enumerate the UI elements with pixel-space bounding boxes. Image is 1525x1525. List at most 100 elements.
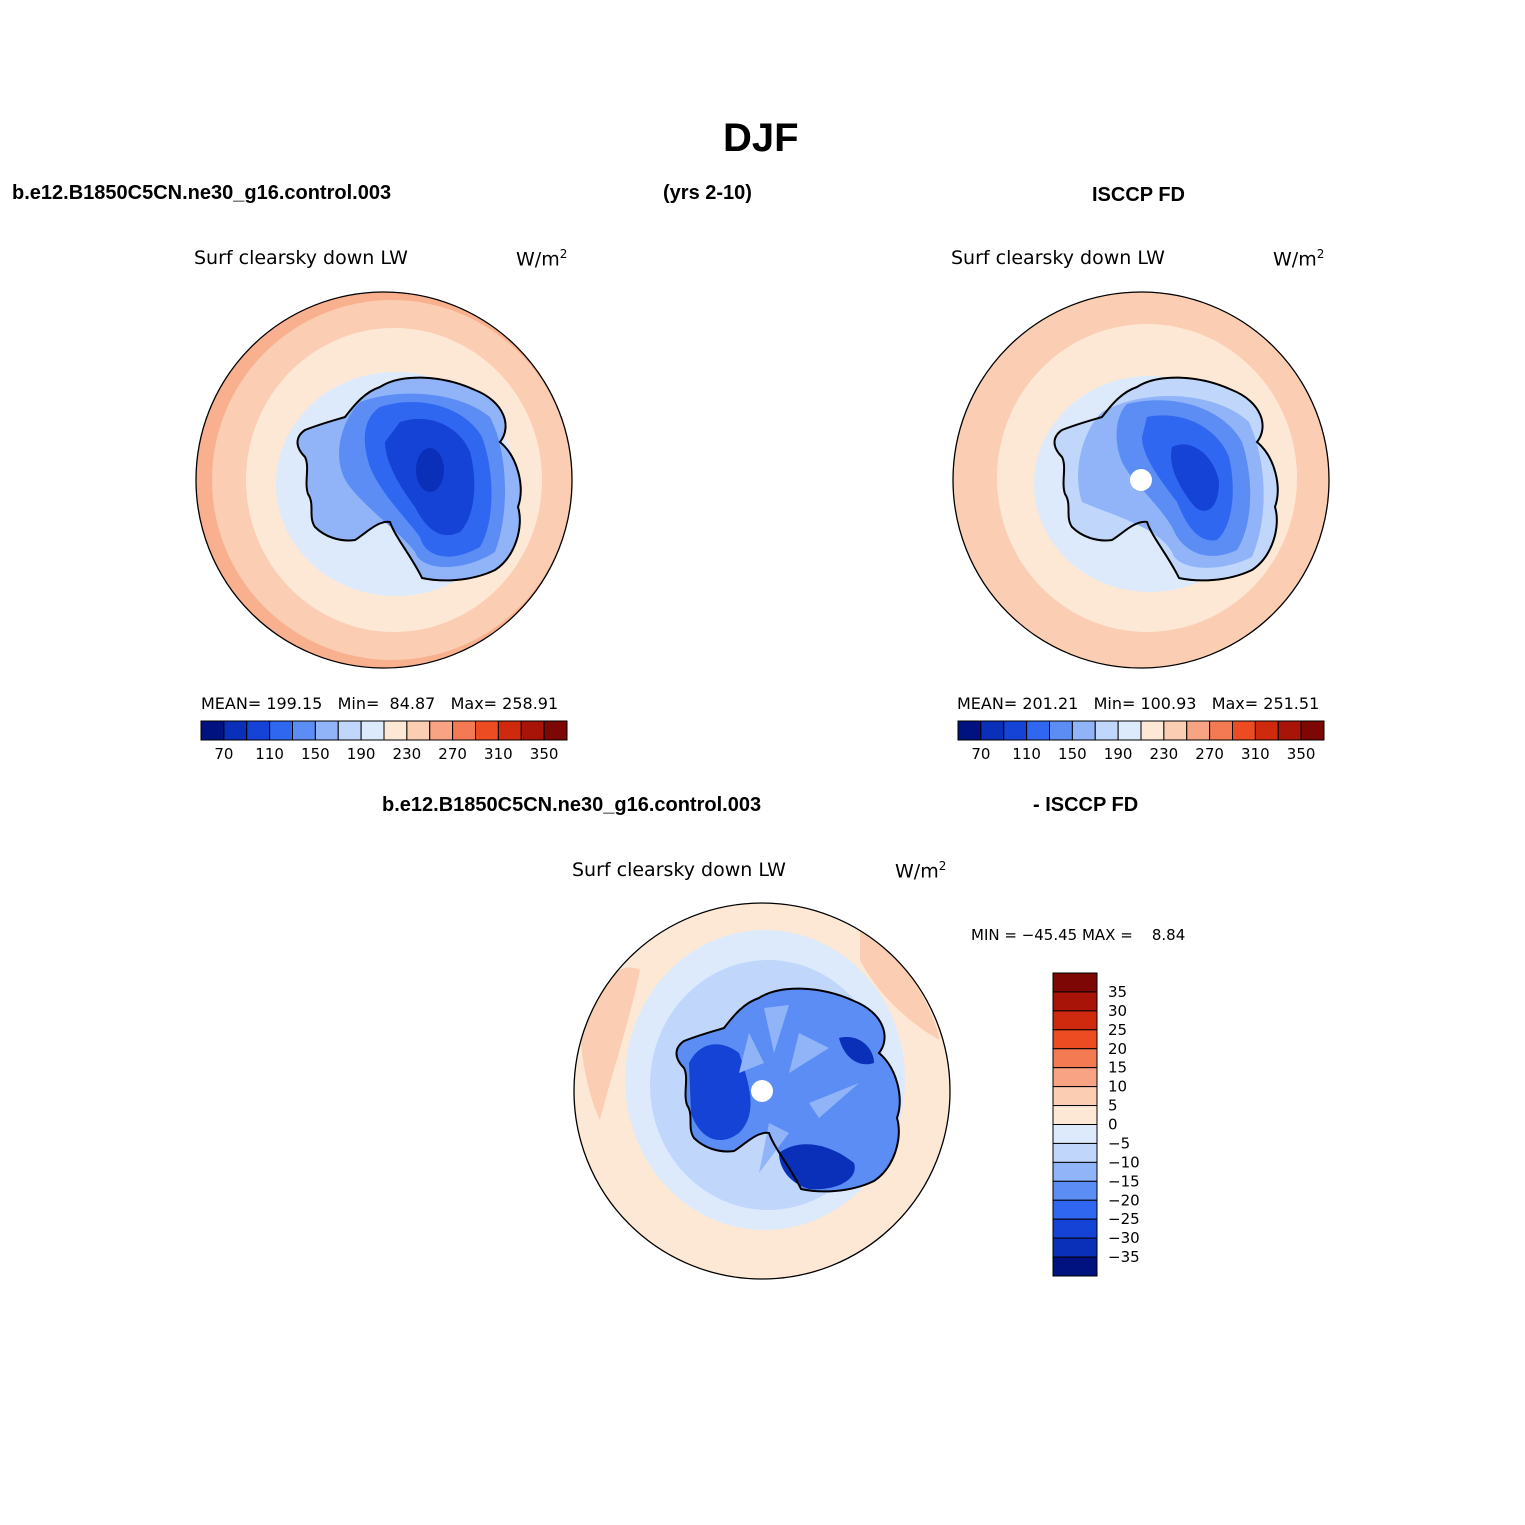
diff-colorbar-tick-label: −25 — [1108, 1210, 1140, 1228]
diff-colorbar-swatch — [1052, 1161, 1098, 1182]
diff-case-label: b.e12.B1850C5CN.ne30_g16.control.003 — [382, 794, 762, 816]
diff-warm-patch-east — [860, 930, 940, 1040]
obs-units-sup: 2 — [1316, 247, 1325, 261]
obs-colorbar-swatch — [1300, 720, 1325, 741]
obs-colorbar-swatch — [1163, 720, 1188, 741]
obs-colorbar-tick-label: 110 — [1012, 745, 1041, 763]
obs-colorbar-swatch — [1026, 720, 1050, 741]
model-units-sup: 2 — [559, 247, 568, 261]
diff-map — [573, 902, 951, 1280]
diff-colorbar-tick-label: −20 — [1108, 1191, 1140, 1209]
model-colorbar-swatch — [360, 720, 385, 741]
obs-colorbar-swatch — [1003, 720, 1028, 741]
obs-colorbar-tick-label: 70 — [971, 745, 990, 763]
model-colorbar: 70 110 150 190 230 270 310 350 — [200, 720, 568, 763]
diff-colorbar-swatch — [1052, 991, 1098, 1012]
model-colorbar-tick-label: 230 — [393, 745, 422, 763]
model-colorbar-swatch — [520, 720, 545, 741]
obs-units-text: W/m — [1273, 248, 1317, 271]
obs-colorbar-swatch — [1186, 720, 1211, 741]
diff-colorbar-tick-label: −10 — [1108, 1153, 1140, 1171]
obs-colorbar-swatch — [1277, 720, 1302, 741]
diff-colorbar-tick-label: 10 — [1108, 1078, 1127, 1096]
diff-units-sup: 2 — [938, 859, 947, 873]
model-units: W/m2 — [516, 247, 567, 270]
diff-colorbar-tick-label: 15 — [1108, 1059, 1127, 1077]
model-colorbar-tick-label: 70 — [214, 745, 233, 763]
diff-colorbar-tick-label: 5 — [1108, 1097, 1118, 1115]
diff-colorbar-swatch — [1052, 1237, 1098, 1258]
diff-south-anomaly — [779, 1144, 855, 1190]
obs-colorbar-swatch — [980, 720, 1005, 741]
obs-colorbar-swatch — [1049, 720, 1073, 741]
diff-colorbar-swatch — [1052, 1048, 1098, 1069]
model-map-border — [195, 291, 573, 669]
diff-colorbar-tick-label: 30 — [1108, 1002, 1127, 1020]
obs-colorbar-swatch — [1117, 720, 1142, 741]
obs-stats: MEAN= 201.21 Min= 100.93 Max= 251.51 — [957, 694, 1320, 713]
obs-map-border — [952, 291, 1330, 669]
obs-colorbar-swatch — [1071, 720, 1096, 741]
diff-obs-label: - ISCCP FD — [1033, 794, 1139, 816]
obs-colorbar-swatch — [1140, 720, 1165, 741]
model-colorbar-swatch — [543, 720, 568, 741]
case-name-label: b.e12.B1850C5CN.ne30_g16.control.003 — [12, 182, 392, 204]
diff-colorbar-swatch — [1052, 1218, 1098, 1239]
model-colorbar-swatch — [246, 720, 271, 741]
model-variable-title: Surf clearsky down LW — [194, 247, 408, 269]
obs-units: W/m2 — [1273, 247, 1324, 270]
diff-units-text: W/m — [895, 860, 939, 883]
diff-colorbar-tick-label: 0 — [1108, 1116, 1118, 1134]
obs-map — [952, 291, 1330, 669]
model-colorbar-swatch — [314, 720, 339, 741]
obs-pole-hole — [1130, 469, 1152, 491]
model-colorbar-swatch — [452, 720, 476, 741]
model-colorbar-swatch — [200, 720, 225, 741]
obs-colorbar-swatch — [1094, 720, 1119, 741]
obs-colorbar-swatch — [1232, 720, 1256, 741]
diff-variable-title: Surf clearsky down LW — [572, 859, 786, 881]
obs-variable-title: Surf clearsky down LW — [951, 247, 1165, 269]
model-colorbar-tick-label: 110 — [255, 745, 284, 763]
diff-colorbar-swatch — [1052, 1256, 1098, 1277]
model-colorbar-swatch — [223, 720, 248, 741]
obs-interior-min — [1171, 444, 1219, 511]
model-colorbar-tick-label: 150 — [301, 745, 330, 763]
obs-colorbar-tick-label: 230 — [1150, 745, 1179, 763]
diff-colorbar-swatch — [1052, 1180, 1098, 1201]
diff-west-anomaly — [689, 1044, 751, 1141]
obs-colorbar-swatch — [1254, 720, 1279, 741]
model-colorbar-swatch — [497, 720, 522, 741]
model-interior-min — [416, 448, 444, 492]
diff-colorbar-swatch — [1052, 1086, 1098, 1107]
obs-colorbar-tick-label: 270 — [1195, 745, 1224, 763]
diff-colorbar-swatch — [1052, 1142, 1098, 1163]
model-colorbar-tick-label: 350 — [530, 745, 559, 763]
obs-colorbar: 70 110 150 190 230 270 310 350 — [957, 720, 1325, 763]
model-colorbar-swatch — [292, 720, 316, 741]
model-colorbar-swatch — [429, 720, 454, 741]
diff-colorbar-swatch — [1052, 1199, 1098, 1220]
model-colorbar-swatch — [475, 720, 499, 741]
obs-colorbar-tick-label: 150 — [1058, 745, 1087, 763]
diff-units: W/m2 — [895, 859, 946, 882]
obs-colorbar-tick-label: 350 — [1287, 745, 1316, 763]
diff-colorbar-swatch — [1052, 1124, 1098, 1144]
diff-colorbar-tick-label: −5 — [1108, 1134, 1130, 1152]
model-colorbar-swatch — [406, 720, 431, 741]
obs-name-label: ISCCP FD — [1092, 184, 1185, 206]
model-map — [195, 291, 573, 669]
diff-colorbar-tick-label: 35 — [1108, 983, 1127, 1001]
season-title: DJF — [723, 116, 799, 160]
diff-map-border — [573, 902, 951, 1280]
model-colorbar-tick-label: 270 — [438, 745, 467, 763]
diff-colorbar-tick-label: 25 — [1108, 1021, 1127, 1039]
obs-colorbar-tick-label: 190 — [1104, 745, 1133, 763]
obs-colorbar-swatch — [957, 720, 982, 741]
diff-colorbar-swatch — [1052, 1010, 1098, 1031]
diff-stats: MIN = −45.45 MAX = 8.84 — [971, 926, 1186, 944]
obs-colorbar-swatch — [1209, 720, 1233, 741]
diff-pole-hole — [751, 1080, 773, 1102]
